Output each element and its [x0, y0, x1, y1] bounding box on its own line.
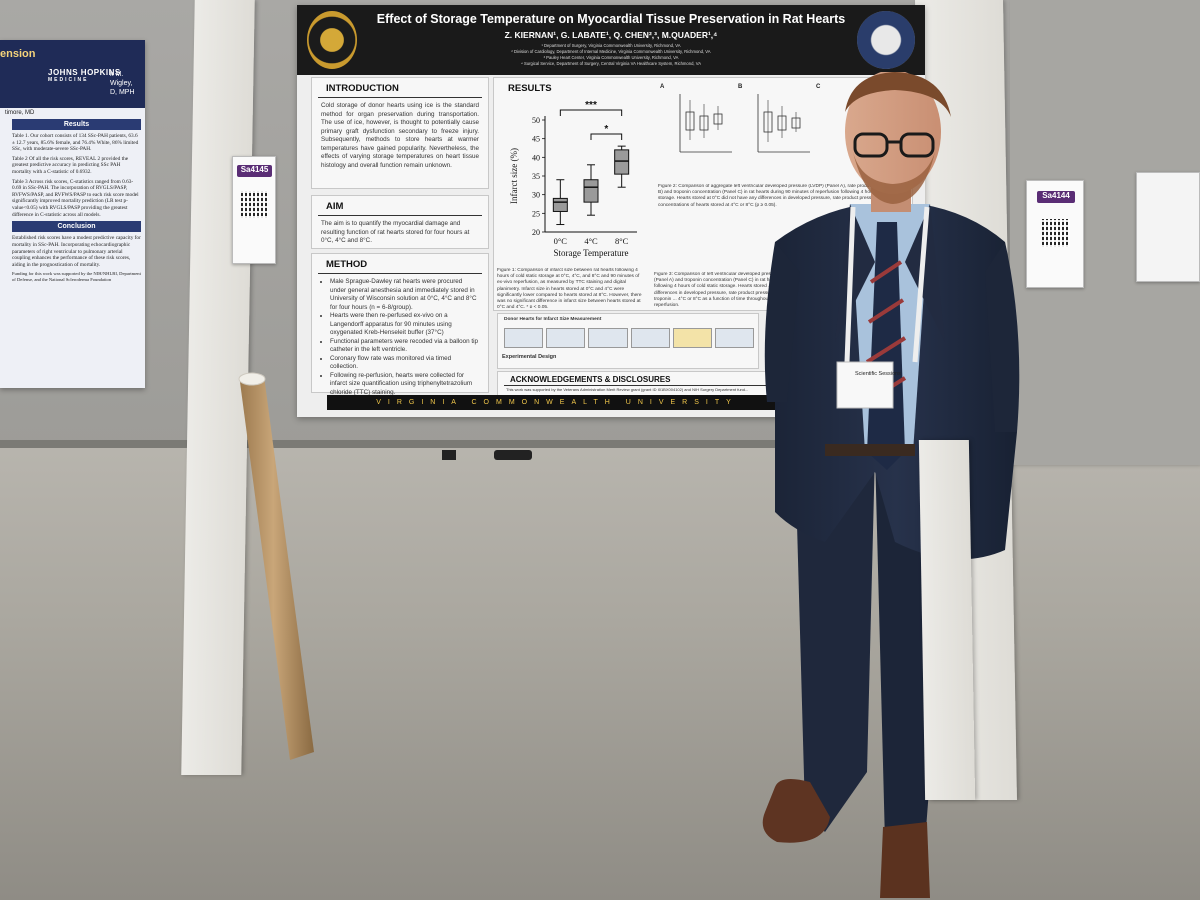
box-iqr [552, 197, 568, 212]
flow-step [504, 328, 544, 348]
box-iqr [614, 149, 630, 175]
conclusion-text: Established risk scores have a modest pr… [12, 235, 141, 268]
logo-subtext: MEDICINE [48, 77, 89, 83]
significance-label: * [604, 124, 608, 135]
panel-b-boxplot [757, 94, 810, 153]
infarct-size-boxplot: 20 25 30 35 40 45 50 Infarct size (%) 0°C 4°C 8°C S… [509, 100, 637, 258]
va-seal-icon [857, 11, 915, 69]
results-heading: RESULTS [508, 83, 552, 94]
method-heading: METHOD [318, 254, 482, 274]
wall-floor-seam [0, 440, 1200, 448]
byline-line: k M. Wigley, [110, 71, 133, 88]
method-item: Functional parameters were recoded via a… [330, 338, 479, 355]
qr-code-icon [241, 191, 268, 218]
method-box: METHOD Male Sprague-Dawley rat hearts we… [311, 253, 489, 396]
y-tick-label: 20 [532, 228, 540, 237]
neighbor-poster-right [1136, 172, 1200, 282]
introduction-box: INTRODUCTION Cold storage of donor heart… [311, 77, 489, 189]
poster-footer: VIRGINIA COMMONWEALTH UNIVERSITY [327, 395, 787, 410]
method-item: Coronary flow rate was monitored via tim… [330, 355, 479, 372]
acknowledgements-text: This work was supported by the Veterans … [506, 387, 749, 392]
board-number-card-right: Sa4144 [1026, 180, 1084, 288]
funding-text: Funding for this work was supported by t… [12, 271, 141, 283]
neighbor-poster-title: ension [0, 48, 36, 60]
y-axis-label: Infarct size (%) [509, 148, 519, 204]
flow-step [714, 328, 755, 348]
y-tick-label: 50 [532, 116, 540, 125]
method-list: Male Sprague-Dawley rat hearts were proc… [312, 274, 488, 401]
panel-label: A [660, 84, 665, 90]
poster-tube [238, 372, 314, 760]
y-tick-label: 30 [532, 191, 540, 200]
method-item: Following re-perfusion, hearts were coll… [330, 372, 479, 398]
background-legs [442, 450, 532, 460]
experimental-design-box: Donor Hearts for Infarct Size Measuremen… [497, 313, 759, 369]
flow-step [588, 328, 628, 348]
panel-a: A [660, 84, 738, 176]
y-tick-label: 25 [532, 209, 540, 218]
acknowledgements-heading: ACKNOWLEDGEMENTS & DISCLOSURES [504, 372, 790, 386]
flow-step [546, 328, 586, 348]
poster-affiliation: ¹ Department of Surgery, Virginia Common… [541, 43, 681, 48]
neighbor-poster-header: ension JOHNS HOPKINS MEDICINE k M. Wigle… [0, 40, 145, 108]
board-number: Sa4145 [237, 165, 272, 177]
conclusion-heading: Conclusion [12, 221, 141, 233]
aim-text: The aim is to quantify the myocardial da… [321, 220, 470, 244]
significance-label: *** [585, 100, 597, 111]
results-text: Table 1. Our cohort consists of 134 SSc-… [12, 133, 139, 153]
introduction-heading: INTRODUCTION [318, 78, 482, 98]
poster-affiliation: ³ Pauley Heart Center, Virginia Commonwe… [543, 55, 679, 60]
introduction-text: Cold storage of donor hearts using ice i… [321, 102, 479, 169]
board-number-card-left: Sa4145 [232, 156, 276, 264]
neighbor-poster-left: ension JOHNS HOPKINS MEDICINE k M. Wigle… [0, 40, 145, 388]
poster-affiliation: ² Division of Cardiology, Department of … [511, 49, 711, 54]
significance-bracket [559, 109, 623, 116]
design-flowchart [504, 328, 755, 348]
results-text: Table 3 Across risk scores, C-statistics… [12, 178, 139, 218]
box-iqr [583, 179, 599, 203]
design-label: Experimental Design [502, 354, 557, 360]
aim-box: AIM The aim is to quantify the myocardia… [311, 195, 489, 249]
panel-c: C [816, 84, 846, 176]
results-text: Table 2 Of all the risk scores, REVEAL 2… [12, 155, 129, 176]
x-tick-label: 4°C [584, 236, 598, 246]
vcu-seal-icon [307, 11, 357, 69]
x-tick-label: 8°C [615, 236, 629, 246]
results-heading: Results [12, 119, 141, 130]
aim-heading: AIM [318, 196, 482, 216]
significance-bracket [590, 133, 623, 140]
design-title: Donor Hearts for Infarct Size Measuremen… [504, 317, 602, 322]
figure-1-caption: Figure 1: Comparison of infarct size bet… [497, 268, 642, 308]
y-tick-label: 35 [532, 172, 540, 181]
poster-authors: Z. KIERNAN¹, G. LABATE¹, Q. CHEN²,³, M.Q… [504, 30, 718, 40]
y-tick-label: 45 [532, 135, 540, 144]
byline-line: D, MPH [110, 89, 135, 97]
figure-3-caption: Figure 3: Comparison of left ventricular… [654, 272, 784, 309]
figure-2-caption: Figure 2: Comparison of aggregate left v… [658, 184, 907, 208]
method-item: Hearts were then re-perfused ex-vivo on … [330, 312, 479, 338]
flow-step [630, 328, 670, 348]
badge-event-text: Scientific Sessions [855, 371, 901, 377]
byline-line: timore, MD [5, 110, 35, 116]
x-axis-label: Storage Temperature [554, 248, 629, 258]
panel-a-boxplot [679, 94, 732, 153]
poster-affiliation: ⁴ Surgical Service, Department of Surger… [521, 61, 701, 66]
poster-header: Effect of Storage Temperature on Myocard… [297, 5, 925, 75]
panel-label: C [816, 84, 821, 90]
x-tick-label: 0°C [554, 236, 568, 246]
logo-text: JOHNS HOPKINS [48, 68, 121, 77]
name-badge [836, 361, 894, 409]
method-item: Male Sprague-Dawley rat hearts were proc… [330, 278, 479, 312]
right-easel-leg [918, 440, 976, 800]
neighbor-poster-byline: k M. Wigley, D, MPH [110, 70, 145, 97]
panel-label: B [738, 84, 743, 90]
panel-b: B [738, 84, 816, 176]
johns-hopkins-logo: JOHNS HOPKINS MEDICINE [48, 68, 121, 83]
qr-code-icon [1042, 219, 1070, 247]
board-number: Sa4144 [1037, 191, 1075, 203]
poster-title: Effect of Storage Temperature on Myocard… [376, 12, 846, 26]
y-tick-label: 40 [532, 153, 540, 162]
flow-step [672, 328, 712, 348]
presenter: Scientific Sessions [762, 72, 1020, 898]
